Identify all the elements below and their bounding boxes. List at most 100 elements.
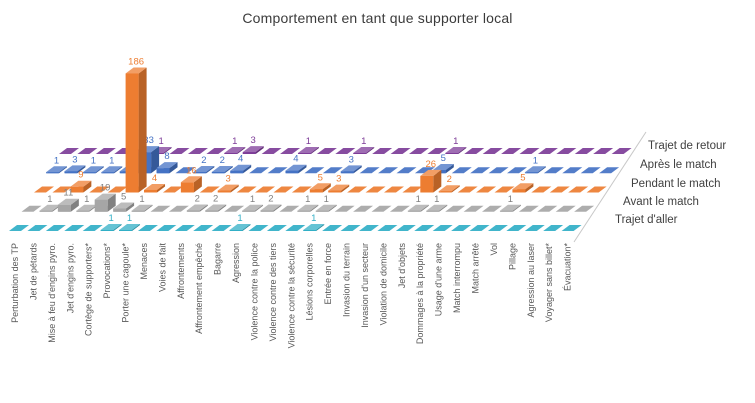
bar [180, 182, 194, 193]
bar [499, 210, 513, 212]
floor-tile [280, 148, 301, 154]
floor-tile [267, 167, 288, 174]
floor-tile [599, 167, 620, 174]
bar [144, 189, 158, 193]
value-label: 1 [139, 194, 144, 205]
bar-top-face [100, 224, 122, 230]
bar-side-face [113, 224, 122, 231]
category-label: Bagarre [213, 243, 223, 275]
bar [101, 172, 115, 174]
bar-side-face [114, 166, 123, 174]
bar-top-face [309, 183, 331, 190]
value-label: 19 [100, 183, 111, 194]
value-label: 1 [324, 194, 329, 205]
bar-side-face [255, 146, 264, 154]
bar-top-face [57, 198, 79, 205]
bar [217, 190, 231, 193]
legend-item-trajet-de-retour: Trajet de retour [648, 140, 727, 152]
category-label: Vol [489, 243, 499, 256]
value-label: 3 [72, 154, 77, 165]
bar [94, 199, 108, 212]
bar-side-face [163, 147, 172, 154]
category-label: Provocations* [102, 243, 112, 299]
floor-tile [316, 148, 337, 154]
floor-tile [531, 186, 552, 193]
floor-tile [574, 148, 595, 154]
value-label: 1 [108, 213, 113, 224]
floor-tile [322, 225, 343, 231]
floor-tile [432, 225, 453, 231]
floor-tile [89, 186, 110, 193]
value-label: 9 [78, 170, 83, 181]
bar [39, 210, 53, 212]
bar-side-face [107, 193, 116, 212]
floor-tile [507, 167, 527, 174]
floor-tile [501, 148, 522, 154]
value-label: 1 [47, 194, 52, 205]
floor-tile [359, 167, 380, 174]
value-label: 1 [361, 136, 366, 147]
bar [100, 230, 114, 231]
bar-top-face [229, 224, 251, 230]
floor-tile [427, 148, 448, 154]
bar [113, 208, 127, 212]
bar [353, 153, 367, 154]
bar [426, 210, 440, 212]
floor-tile [371, 205, 392, 212]
bar-side-face [525, 183, 534, 193]
bar-side-face [138, 67, 147, 193]
value-label: 2 [447, 174, 452, 185]
value-label: 1 [54, 155, 59, 166]
floor-tile [555, 205, 576, 212]
bar-top-face [260, 204, 282, 211]
bar [119, 230, 133, 231]
value-label: 16 [186, 165, 197, 176]
bar [193, 171, 207, 174]
floor-tile [561, 225, 582, 231]
category-label: Jet de pétards [28, 243, 38, 301]
floor-tile [273, 186, 294, 193]
category-label: Pillage [507, 243, 517, 270]
category-label: Violation de domicile [378, 243, 388, 325]
floor-tile [358, 225, 379, 231]
floor-tile [476, 186, 497, 193]
floor-tile [482, 205, 502, 212]
category-label: Mise à feu d'engins pyro. [47, 243, 57, 343]
value-label: 1 [109, 155, 114, 166]
bar-top-face [131, 204, 153, 211]
bar-top-face [297, 204, 319, 211]
bar-side-face [458, 147, 467, 154]
bar [285, 170, 299, 174]
value-label: 8 [164, 151, 169, 162]
floor-tile [383, 186, 404, 193]
bar-top-face [193, 165, 215, 172]
bar-top-face [156, 162, 178, 169]
bar [524, 172, 538, 174]
bar-side-face [230, 184, 239, 193]
bar-side-face [242, 224, 251, 231]
bar-top-face [315, 204, 337, 211]
bar-top-face [420, 169, 442, 176]
floor-tile [506, 225, 527, 231]
bar-side-face [193, 176, 202, 193]
bar-top-face [328, 184, 350, 191]
series-row-trajet-d-aller: 1 1 1 1 [9, 213, 582, 231]
value-label: 2 [220, 155, 225, 166]
bar-top-face [224, 147, 246, 153]
floor-tile [236, 186, 257, 193]
floor-tile [211, 225, 232, 231]
legend-item-apres-le-match: Après le match [640, 159, 717, 171]
value-label: 1 [250, 194, 255, 205]
bar-top-face [242, 204, 264, 211]
bar-top-face [242, 146, 264, 153]
bar [76, 210, 90, 212]
bar-top-face [407, 204, 429, 211]
floor-tile [389, 205, 410, 212]
category-label: Violence contre la sécurité [286, 243, 296, 348]
chart-title: Comportement en tant que supporter local [242, 10, 513, 26]
bar [315, 210, 329, 212]
floor-tile [175, 167, 196, 174]
floor-tile [9, 225, 29, 231]
series-row-trajet-de-retour: 1 1 3 1 1 1 [59, 135, 632, 154]
